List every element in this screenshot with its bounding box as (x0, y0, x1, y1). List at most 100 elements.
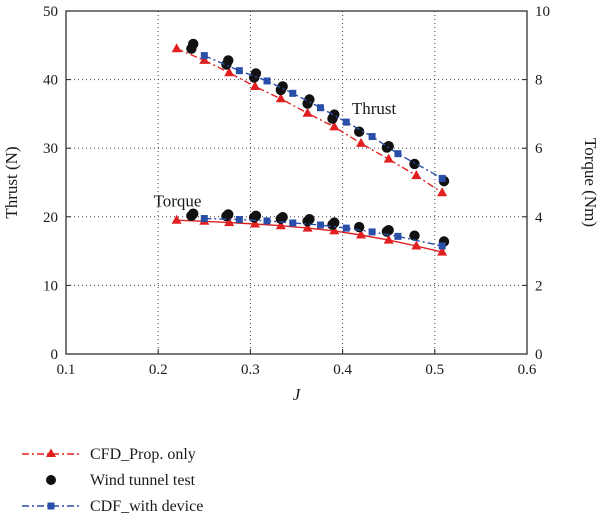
data-point-square (235, 67, 243, 75)
legend-marker-square (47, 502, 55, 510)
data-point-square (438, 174, 446, 182)
data-point-triangle (250, 80, 261, 90)
data-point-triangle (383, 153, 394, 163)
data-point-triangle (171, 214, 182, 224)
data-point-circle (277, 211, 288, 223)
x-axis-label: J (293, 385, 302, 404)
data-point-square (200, 52, 208, 60)
data-point-square (342, 224, 350, 232)
data-point-square (342, 118, 350, 126)
data-point-triangle (275, 220, 286, 230)
data-point-triangle (437, 246, 448, 256)
data-point-triangle (383, 234, 394, 244)
data-point-circle (223, 209, 234, 220)
legend-entry-wind-tunnel-test: Wind tunnel test (46, 472, 196, 489)
y-right-tick-label: 10 (535, 4, 550, 20)
data-point-square (394, 232, 402, 240)
y-right-tick-label: 6 (535, 141, 543, 157)
data-point-circle (250, 210, 262, 221)
x-tick-label: 0.6 (518, 362, 537, 378)
data-point-square (368, 133, 376, 141)
data-point-circle (223, 55, 234, 66)
data-point-square (438, 242, 446, 250)
y-left-tick-label: 10 (43, 278, 58, 294)
series-0 (171, 43, 448, 197)
legend-label-cdf-with-device: CDF_with device (90, 498, 203, 515)
data-point-circle (329, 109, 340, 120)
x-tick-label: 0.4 (333, 362, 352, 378)
data-point-circle (329, 217, 340, 228)
y-right-tick-label: 0 (535, 347, 543, 363)
y-left-tick-label: 40 (43, 73, 58, 89)
y-left-tick-label: 0 (51, 347, 59, 363)
data-point-triangle (275, 93, 286, 103)
data-point-triangle (250, 218, 261, 228)
data-point-square (394, 150, 402, 158)
data-point-square (289, 89, 297, 97)
data-point-triangle (224, 67, 235, 77)
data-point-circle (277, 81, 288, 92)
legend-label-cfd-prop-only: CFD_Prop. only (90, 446, 196, 463)
legend-marker-circle (46, 475, 56, 485)
legend-label-wind-tunnel-test: Wind tunnel test (90, 472, 196, 489)
series-1 (171, 214, 448, 256)
data-point-circle (383, 224, 394, 236)
data-point-circle (353, 221, 365, 233)
series-line (204, 54, 443, 180)
x-tick-label: 0.3 (241, 362, 260, 378)
legend-entry-cfd-prop-only: CFD_Prop. only (22, 446, 196, 463)
data-point-triangle (329, 121, 340, 131)
data-point-triangle (171, 43, 182, 53)
data-point-square (235, 216, 243, 224)
plot-frame (65, 10, 528, 355)
data-point-triangle (356, 137, 367, 147)
legend-marker-triangle (46, 448, 56, 457)
data-point-triangle (302, 222, 313, 232)
y-right-tick-label: 2 (535, 278, 543, 294)
data-point-triangle (356, 229, 367, 239)
legend-entry-cdf-with-device: CDF_with device (22, 498, 203, 515)
data-point-circle (188, 208, 199, 219)
series-5 (200, 215, 446, 250)
y-right-tick-label: 8 (535, 73, 543, 89)
data-point-circle (304, 214, 315, 225)
data-point-square (263, 77, 271, 85)
data-point-triangle (329, 225, 340, 235)
legend: CFD_Prop. only Wind tunnel test CDF_with… (22, 446, 203, 515)
y-axis-right-label: Torque (Nm) (581, 138, 600, 227)
data-point-circle (188, 38, 199, 50)
data-point-triangle (411, 170, 422, 180)
series-4 (200, 52, 446, 182)
data-point-square (263, 217, 271, 225)
data-point-circle (304, 94, 315, 105)
data-point-triangle (302, 107, 313, 117)
y-left-tick-label: 30 (43, 141, 58, 157)
x-tick-label: 0.5 (425, 362, 444, 378)
data-point-square (368, 228, 376, 236)
series-layer (171, 38, 450, 256)
data-point-circle (409, 158, 420, 170)
data-point-triangle (411, 240, 422, 250)
data-point-circle (383, 140, 394, 152)
grid-lines (66, 11, 527, 354)
data-point-square (316, 221, 324, 229)
annotation-thrust: Thrust (352, 99, 397, 118)
x-tick-label: 0.2 (149, 362, 168, 378)
data-point-triangle (199, 54, 210, 64)
data-point-square (289, 219, 297, 227)
y-axis-left-label: Thrust (N) (2, 146, 21, 218)
y-right-tick-label: 4 (535, 210, 543, 226)
series-line (176, 48, 443, 194)
series-2 (186, 38, 450, 187)
data-point-circle (409, 230, 420, 241)
data-point-triangle (437, 187, 448, 197)
x-tick-label: 0.1 (57, 362, 76, 378)
data-point-circle (353, 126, 365, 137)
data-point-circle (250, 68, 262, 79)
annotation-torque: Torque (154, 192, 202, 211)
data-point-triangle (224, 217, 235, 227)
y-left-tick-label: 20 (43, 210, 58, 226)
y-left-tick-label: 50 (43, 4, 58, 20)
